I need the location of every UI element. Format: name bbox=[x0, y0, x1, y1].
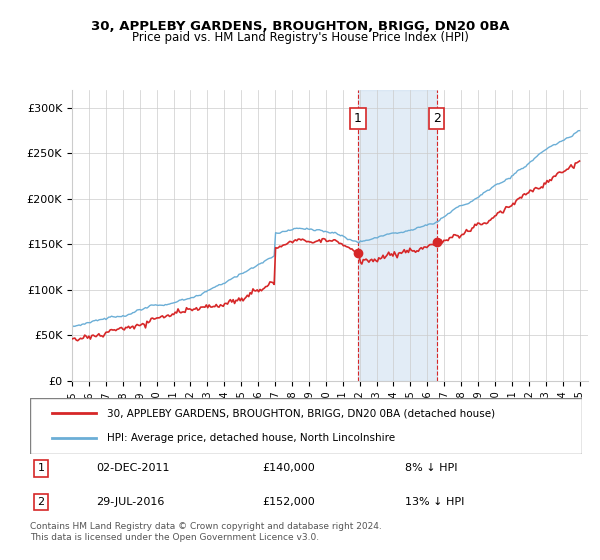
Text: 13% ↓ HPI: 13% ↓ HPI bbox=[406, 497, 465, 507]
Text: 02-DEC-2011: 02-DEC-2011 bbox=[96, 463, 170, 473]
Text: £140,000: £140,000 bbox=[262, 463, 314, 473]
Text: Contains HM Land Registry data © Crown copyright and database right 2024.: Contains HM Land Registry data © Crown c… bbox=[30, 522, 382, 531]
Text: 1: 1 bbox=[354, 112, 362, 125]
Text: 29-JUL-2016: 29-JUL-2016 bbox=[96, 497, 164, 507]
Bar bbox=[358, 90, 437, 381]
Text: 2: 2 bbox=[433, 112, 440, 125]
Text: Price paid vs. HM Land Registry's House Price Index (HPI): Price paid vs. HM Land Registry's House … bbox=[131, 31, 469, 44]
Text: 30, APPLEBY GARDENS, BROUGHTON, BRIGG, DN20 0BA: 30, APPLEBY GARDENS, BROUGHTON, BRIGG, D… bbox=[91, 20, 509, 32]
Text: This data is licensed under the Open Government Licence v3.0.: This data is licensed under the Open Gov… bbox=[30, 533, 319, 543]
Text: HPI: Average price, detached house, North Lincolnshire: HPI: Average price, detached house, Nort… bbox=[107, 433, 395, 443]
Text: £152,000: £152,000 bbox=[262, 497, 314, 507]
Text: 30, APPLEBY GARDENS, BROUGHTON, BRIGG, DN20 0BA (detached house): 30, APPLEBY GARDENS, BROUGHTON, BRIGG, D… bbox=[107, 408, 496, 418]
FancyBboxPatch shape bbox=[30, 398, 582, 454]
Text: 1: 1 bbox=[38, 463, 44, 473]
Text: 2: 2 bbox=[37, 497, 44, 507]
Text: 8% ↓ HPI: 8% ↓ HPI bbox=[406, 463, 458, 473]
